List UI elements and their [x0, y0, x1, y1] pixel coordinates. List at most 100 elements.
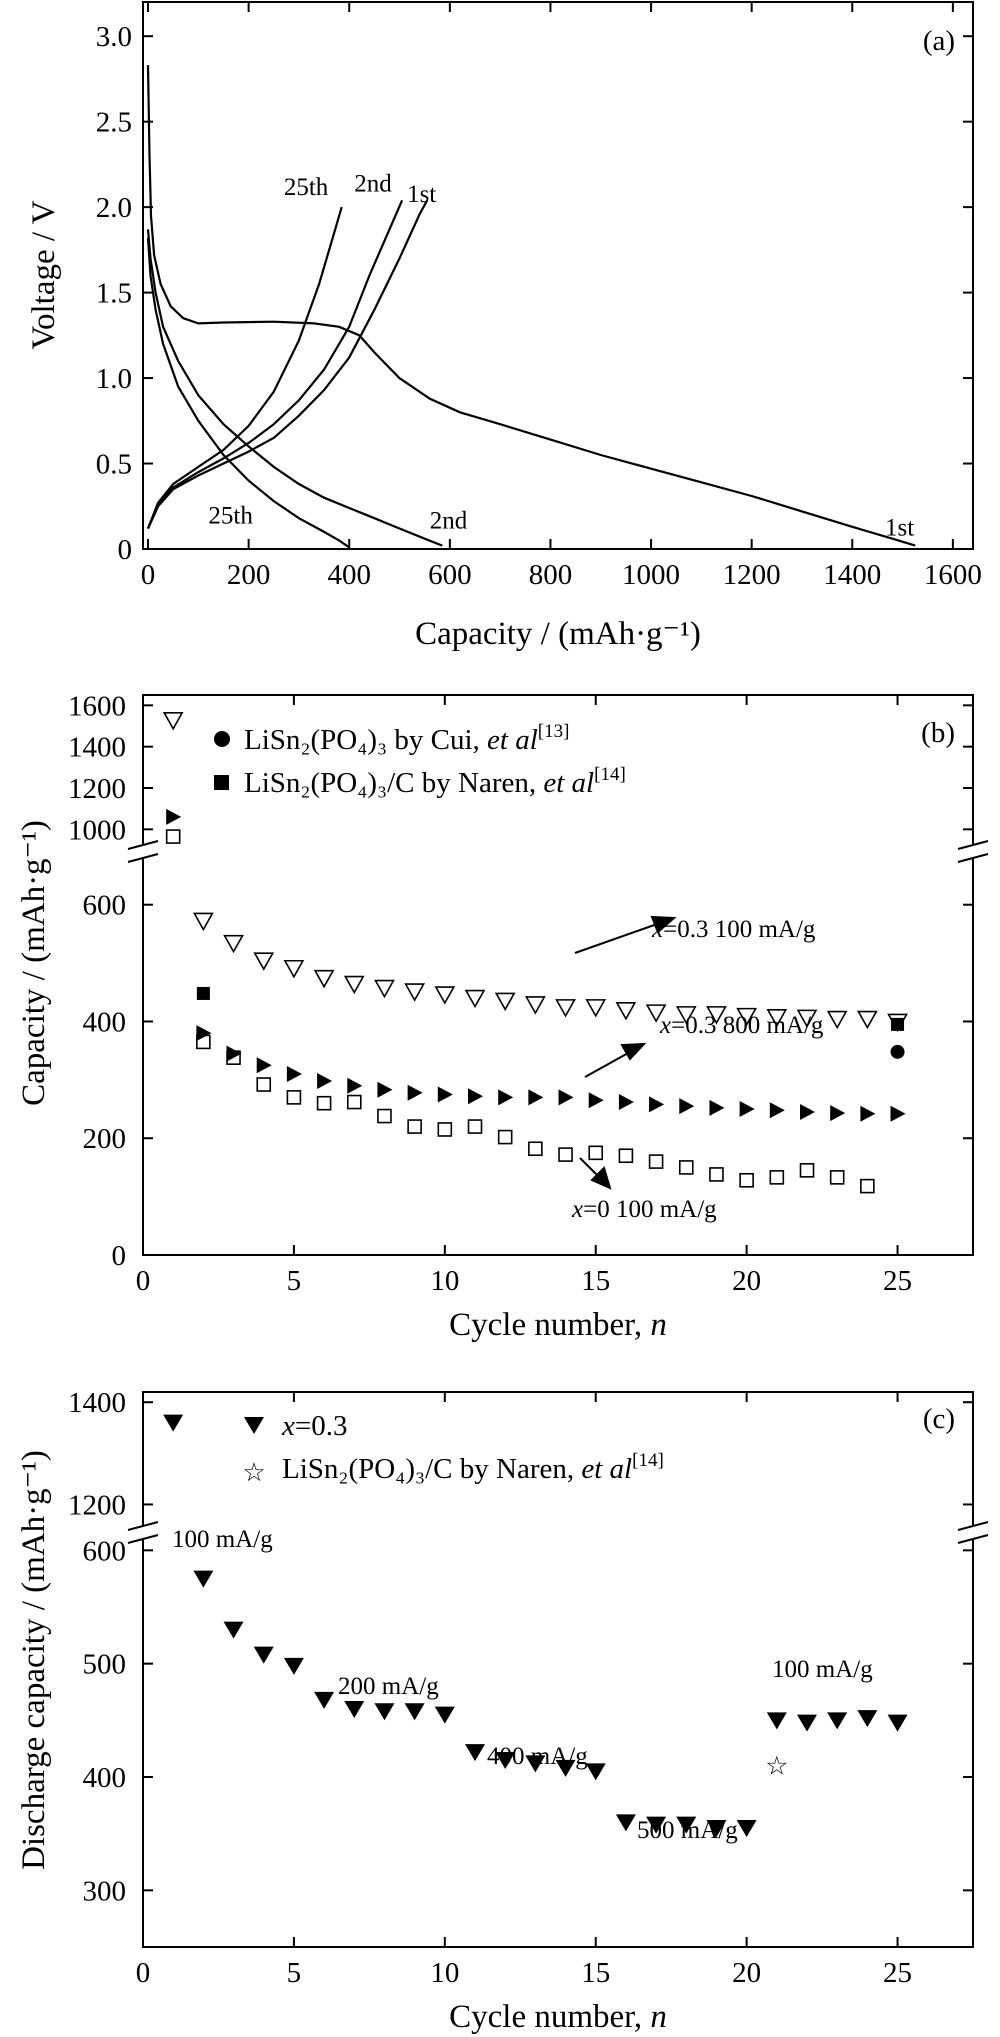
panel-c-point-s0 — [797, 1714, 817, 1732]
panel-b-point-s2 — [678, 1160, 694, 1175]
panel-c-point-s0 — [223, 1621, 244, 1639]
panel-b-point-s0 — [313, 969, 335, 989]
panel-b-frame — [142, 694, 974, 1256]
panel-b-ytick-label: 1000 — [68, 814, 126, 846]
panel-c-point-s0 — [585, 1763, 606, 1781]
panel-b-xtick-label: 25 — [883, 1265, 912, 1297]
rate-label-100b: 100 mA/g — [772, 1656, 873, 1683]
panel-b-point-s1 — [226, 1045, 242, 1062]
curve-1st-discharge — [146, 65, 916, 547]
panel-b-point-s1 — [739, 1101, 755, 1118]
panel-b-point-s1 — [347, 1077, 363, 1094]
panel-a-xtick-label: 600 — [428, 559, 472, 591]
panel-b-point-s0 — [192, 912, 214, 932]
panel-b-point-s1 — [830, 1105, 846, 1122]
panel-b-point-s0 — [404, 983, 426, 1002]
legend-naren-c: LiSn₂(PO₄)₃/C by Naren, et al[14] — [282, 1450, 664, 1485]
panel-a-ylabel: Voltage / V — [26, 200, 62, 349]
panel-c-point-s0 — [646, 1816, 667, 1834]
panel-c-xtick-label: 15 — [581, 1957, 610, 1989]
panel-c-xtick-label: 25 — [883, 1957, 912, 1989]
panel-c-frame — [142, 1391, 974, 1948]
panel-b-annotations: x=0.3 100 mA/g x=0.3 800 mA/g x=0 100 mA… — [571, 915, 824, 1223]
panel-b-point-s1 — [709, 1099, 725, 1116]
panel-b-point-s1 — [437, 1086, 453, 1103]
panel-b-point-s2 — [588, 1145, 604, 1161]
rate-label-400: 400 mA/g — [487, 1743, 588, 1770]
panel-b-label: (b) — [921, 717, 955, 749]
legend-cui: LiSn₂(PO₄)₃ by Cui, et al[13] — [244, 721, 569, 756]
panel-c-point-s1: ☆ — [765, 1752, 788, 1781]
panel-b-point-s1 — [166, 808, 182, 825]
panel-b-point-s2 — [709, 1167, 724, 1182]
panel-c-point-s0 — [193, 1570, 214, 1588]
panel-c-point-s0 — [525, 1755, 546, 1773]
panel-a-curve-label: 2nd — [430, 507, 468, 534]
panel-c-legend: x=0.3 ☆ LiSn₂(PO₄)₃/C by Naren, et al[14… — [242, 1410, 663, 1487]
panel-b-xlabel: Cycle number, n — [449, 1307, 667, 1343]
panel-a-ytick-label: 0 — [118, 534, 133, 566]
panel-a-xtick-label: 1200 — [723, 559, 781, 591]
panel-c-point-s0 — [253, 1646, 274, 1664]
panel-c-point-s0 — [163, 1414, 184, 1432]
panel-c-point-s0 — [676, 1816, 697, 1834]
panel-b-point-s0 — [434, 986, 456, 1005]
panel-b-point-s1 — [588, 1092, 604, 1109]
annotation-arrows — [574, 915, 677, 1190]
panel-b-point-s2 — [497, 1129, 513, 1145]
panel-a-curve-label: 25th — [284, 174, 329, 201]
panel-a-curve-label: 1st — [407, 181, 436, 208]
panel-c-ytick-label: 1400 — [68, 1387, 126, 1419]
panel-b-point-s2 — [769, 1170, 785, 1185]
panel-a-ytick-label: 2.0 — [96, 192, 132, 224]
panel-b-point-s2 — [256, 1077, 272, 1092]
panel-c-point-s0 — [827, 1712, 848, 1730]
rate-label-200: 200 mA/g — [338, 1673, 439, 1700]
panel-b-point-s2 — [437, 1122, 453, 1137]
panel-b-point-s2 — [528, 1141, 543, 1157]
panel-c-point-s0 — [465, 1744, 485, 1762]
panel-b-point-s0 — [826, 1010, 848, 1030]
curve-2nd-charge — [146, 199, 404, 529]
panel-b-point-s1 — [890, 1105, 906, 1122]
panel-b-axis-break — [127, 840, 989, 863]
panel-b-point-s2 — [196, 1034, 211, 1050]
panel-b-point-s1 — [377, 1081, 393, 1098]
panel-c-ytick-label: 600 — [83, 1535, 127, 1567]
panel-b-point-s0 — [253, 952, 275, 971]
panel-c-annotations: 100 mA/g 200 mA/g 400 mA/g 500 mA/g 100 … — [172, 1526, 873, 1844]
panel-b-point-s1 — [769, 1102, 785, 1119]
panel-b-ylabel: Capacity / (mAh·g⁻¹) — [16, 820, 52, 1106]
panel-c-point-s0 — [706, 1820, 727, 1837]
panel-b-point-s1 — [528, 1089, 544, 1106]
panel-a-curve-label: 25th — [208, 502, 253, 529]
panel-b-point-s0 — [494, 992, 516, 1012]
panel-b-point-s0 — [524, 996, 546, 1015]
panel-c-point-s0 — [283, 1657, 304, 1675]
panel-b-ytick-label: 1400 — [68, 732, 126, 764]
panel-b-ytick-label: 0 — [112, 1240, 127, 1272]
panel-b-point-s2 — [558, 1147, 573, 1162]
panel-b-point-s0 — [555, 999, 576, 1018]
legend-star-marker: ☆ — [242, 1458, 265, 1487]
panel-b-point-s0 — [374, 979, 395, 999]
panel-b-point-s2 — [618, 1148, 634, 1164]
panel-c-axis-break — [127, 1521, 989, 1544]
panel-b-point-s1 — [407, 1084, 423, 1101]
panel-b-point-s2 — [467, 1119, 483, 1134]
panel-c-ytick-label: 1200 — [68, 1489, 126, 1521]
panel-b-point-s2 — [739, 1172, 754, 1188]
panel-b-point-s0 — [283, 959, 305, 979]
panel-c-point-s0 — [434, 1706, 455, 1724]
panel-c-point-s0 — [344, 1701, 365, 1718]
legend-naren: LiSn₂(PO₄)₃/C by Naren, et al[14] — [244, 764, 626, 799]
panel-c-xtick-label: 5 — [287, 1957, 302, 1989]
panel-b-ytick-label: 1600 — [68, 690, 126, 722]
panel-a-ytick-label: 2.5 — [96, 107, 132, 139]
panel-b-xtick-label: 0 — [136, 1265, 151, 1297]
panel-a-xtick-label: 800 — [529, 559, 573, 591]
panel-a-ytick-label: 0.5 — [96, 449, 132, 481]
panel-c-xlabel: Cycle number, n — [449, 1999, 667, 2035]
panel-c-ylabel: Discharge capacity / (mAh·g⁻¹) — [16, 1450, 52, 1870]
